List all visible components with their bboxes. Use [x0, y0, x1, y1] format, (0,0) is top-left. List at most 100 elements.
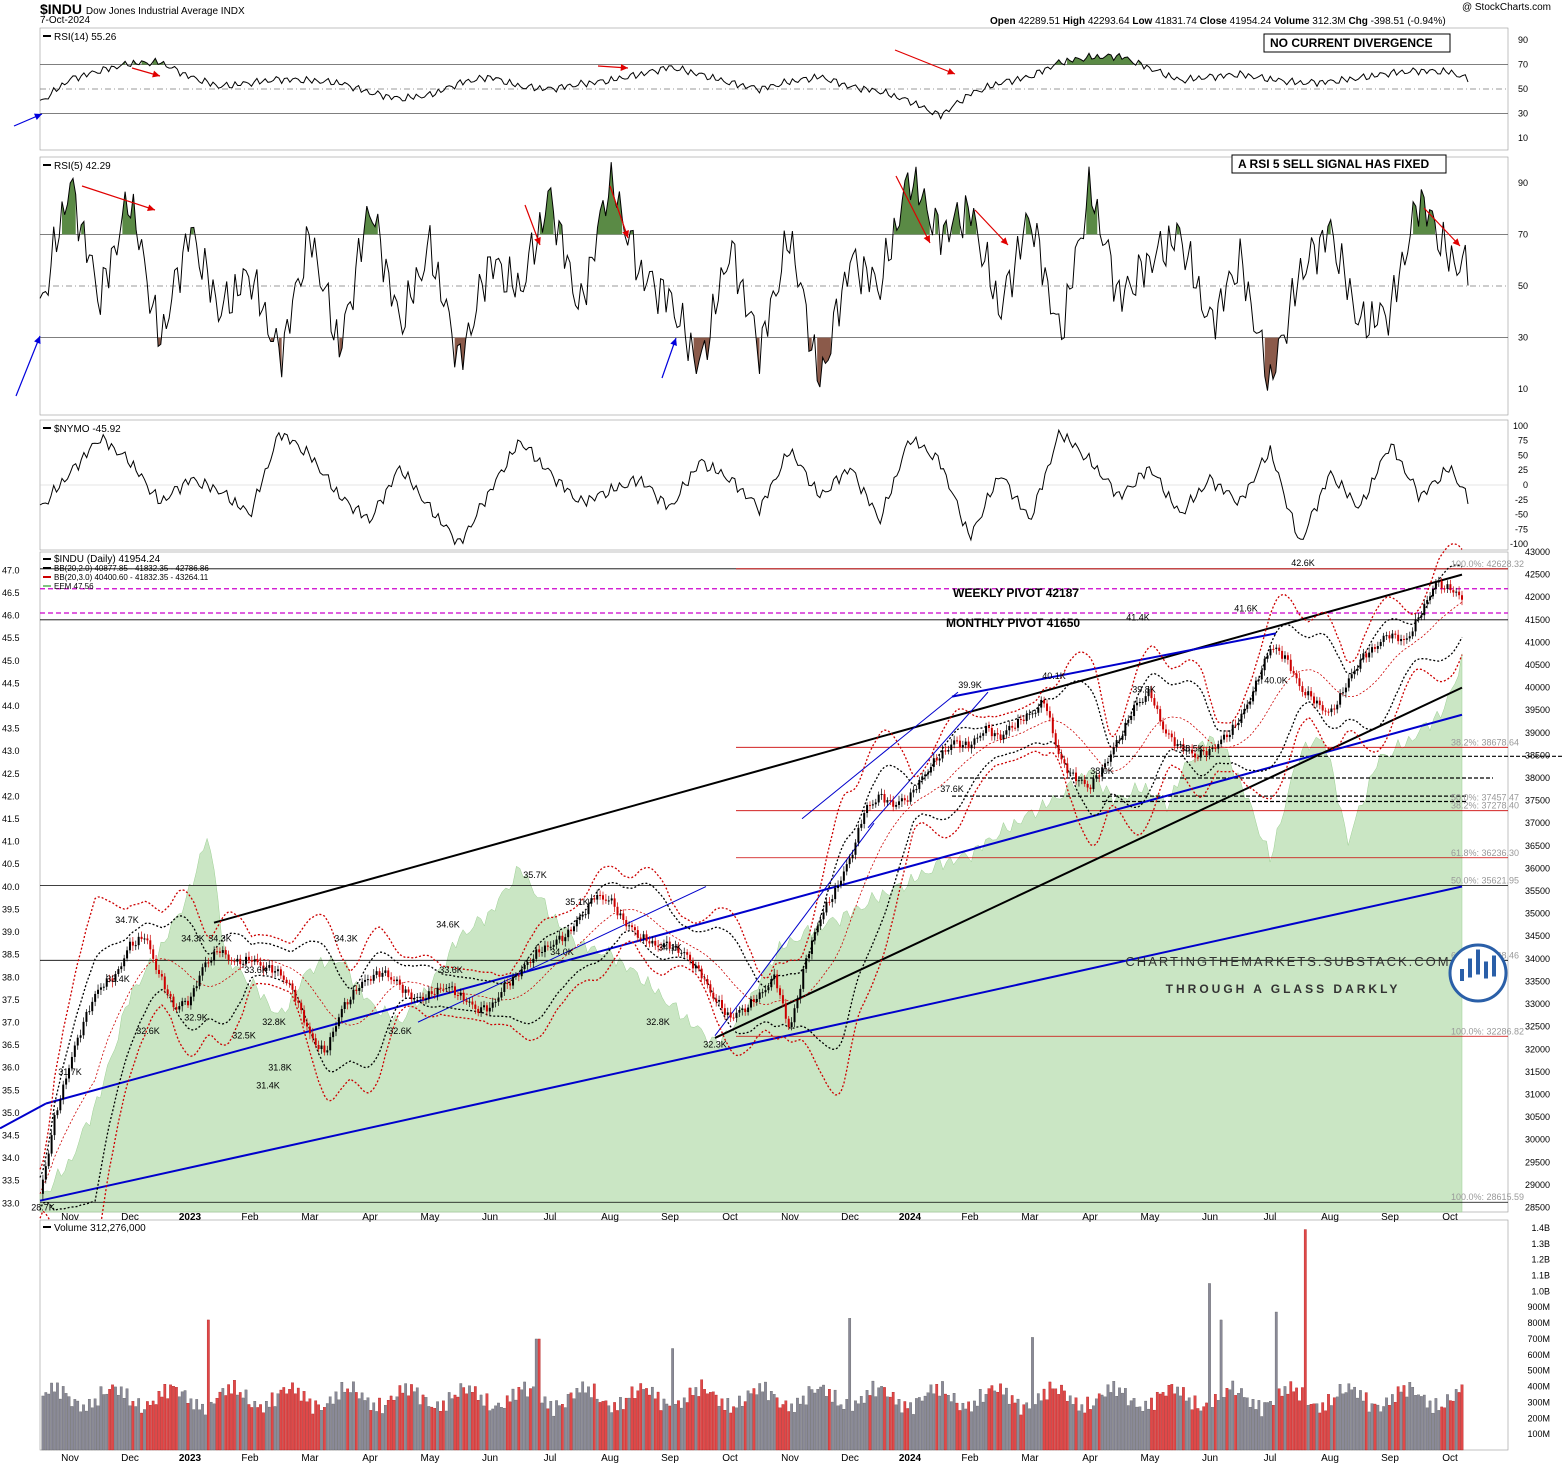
candle-body — [793, 1008, 796, 1023]
volume-bar — [871, 1380, 875, 1451]
candle-body — [82, 1021, 85, 1036]
candle-body — [494, 1001, 497, 1003]
fib-label: 50.0%: 35621.95 — [1451, 876, 1519, 886]
volume-bar — [592, 1383, 596, 1451]
volume-bar — [1382, 1406, 1385, 1451]
volume-bar — [125, 1388, 129, 1451]
candle-body — [538, 949, 541, 953]
candle-body — [224, 950, 227, 955]
candle-body — [300, 1002, 303, 1011]
volume-bar — [276, 1393, 280, 1451]
candle-body — [329, 1037, 332, 1051]
volume-bar — [1332, 1397, 1336, 1451]
candle-body — [599, 894, 602, 896]
volume-bar — [798, 1403, 802, 1451]
volume-bar — [1437, 1410, 1441, 1451]
volume-bar — [1367, 1411, 1371, 1451]
candle-body — [1133, 705, 1136, 716]
volume-bar — [1237, 1393, 1240, 1451]
volume-bar — [1036, 1393, 1040, 1451]
volume-bar — [1025, 1402, 1029, 1451]
ytick-label: -25 — [1515, 495, 1528, 505]
swing-label: 32.8K — [646, 1017, 670, 1027]
volume-bar — [935, 1384, 939, 1451]
eem-ytick: 47.0 — [2, 565, 20, 575]
candle-body — [822, 912, 825, 920]
volume-bar — [894, 1404, 898, 1451]
candle-body — [512, 976, 515, 986]
swing-label: 32.6K — [388, 1026, 412, 1036]
trendline — [39, 885, 1463, 1202]
volume-bar — [1019, 1414, 1023, 1451]
candle-body — [848, 858, 851, 865]
candle-body — [750, 999, 752, 1008]
trendline — [714, 686, 1463, 1039]
volume-bar — [41, 1395, 45, 1451]
volume-bar — [389, 1395, 393, 1451]
volume-bar — [595, 1398, 599, 1451]
volume-ytick: 200M — [1527, 1413, 1550, 1423]
candle-body — [1008, 725, 1011, 731]
legend-swatch — [43, 576, 51, 578]
bb2-upper — [39, 564, 1463, 1178]
candle-body — [471, 1001, 474, 1005]
volume-bar — [697, 1396, 701, 1451]
volume-bar — [1425, 1407, 1429, 1451]
volume-bar — [537, 1338, 541, 1451]
volume-bar — [244, 1389, 248, 1451]
volume-bar — [1388, 1405, 1391, 1451]
eem-ytick: 44.5 — [2, 678, 20, 688]
candle-body — [1397, 634, 1400, 642]
candle-body — [845, 864, 848, 872]
volume-bar — [633, 1398, 637, 1451]
swing-label: 34.3K — [208, 933, 232, 943]
candle-body — [613, 898, 616, 907]
volume-bar — [270, 1392, 274, 1451]
volume-bar — [682, 1397, 686, 1451]
candle-body — [1234, 724, 1237, 726]
volume-bar — [1324, 1410, 1327, 1451]
candle-body — [436, 987, 439, 995]
ytick-label: 0 — [1523, 480, 1528, 490]
volume-bar — [981, 1401, 985, 1451]
candle-body — [56, 1110, 59, 1116]
candle-body — [453, 986, 456, 996]
volume-bar — [1124, 1388, 1127, 1451]
swing-label: 39.8K — [1132, 685, 1156, 695]
arrow-head — [622, 230, 629, 238]
candle-body — [1170, 733, 1173, 738]
candle-body — [680, 952, 683, 954]
volume-ytick: 300M — [1527, 1397, 1550, 1407]
eem-ytick: 38.0 — [2, 972, 20, 982]
ytick-label: 10 — [1518, 133, 1528, 143]
volume-bar — [334, 1391, 338, 1451]
candle-body — [665, 941, 668, 944]
candle-body — [622, 913, 625, 920]
volume-bar — [967, 1401, 971, 1451]
volume-bar — [891, 1391, 895, 1451]
volume-panel: 100M 200M 300M 400M 500M 600M 700M 800M 900M 1.0B… — [39, 1219, 1550, 1451]
volume-bar — [825, 1396, 828, 1451]
candle-body — [929, 766, 932, 773]
pivot-label: WEEKLY PIVOT 42187 — [953, 586, 1079, 600]
eem-ytick: 43.0 — [2, 746, 20, 756]
volume-bar — [778, 1407, 782, 1451]
volume-bar — [938, 1395, 941, 1451]
volume-ytick: 800M — [1527, 1318, 1550, 1328]
volume-bar — [642, 1389, 645, 1451]
logo-bar — [1492, 955, 1496, 977]
candle-body — [543, 945, 546, 953]
volume-bar — [305, 1401, 309, 1451]
candle-body — [651, 940, 654, 944]
volume-bar — [923, 1395, 927, 1451]
volume-bar — [468, 1385, 471, 1451]
candle-body — [387, 970, 390, 978]
volume-bar — [148, 1404, 152, 1451]
candle-body — [1135, 702, 1138, 706]
volume-bar — [999, 1383, 1002, 1451]
candle-body — [1057, 745, 1060, 755]
legend-swatch — [43, 1226, 51, 1228]
volume-bar — [134, 1406, 138, 1451]
volume-bar — [450, 1398, 454, 1451]
volume-bar — [723, 1409, 727, 1451]
